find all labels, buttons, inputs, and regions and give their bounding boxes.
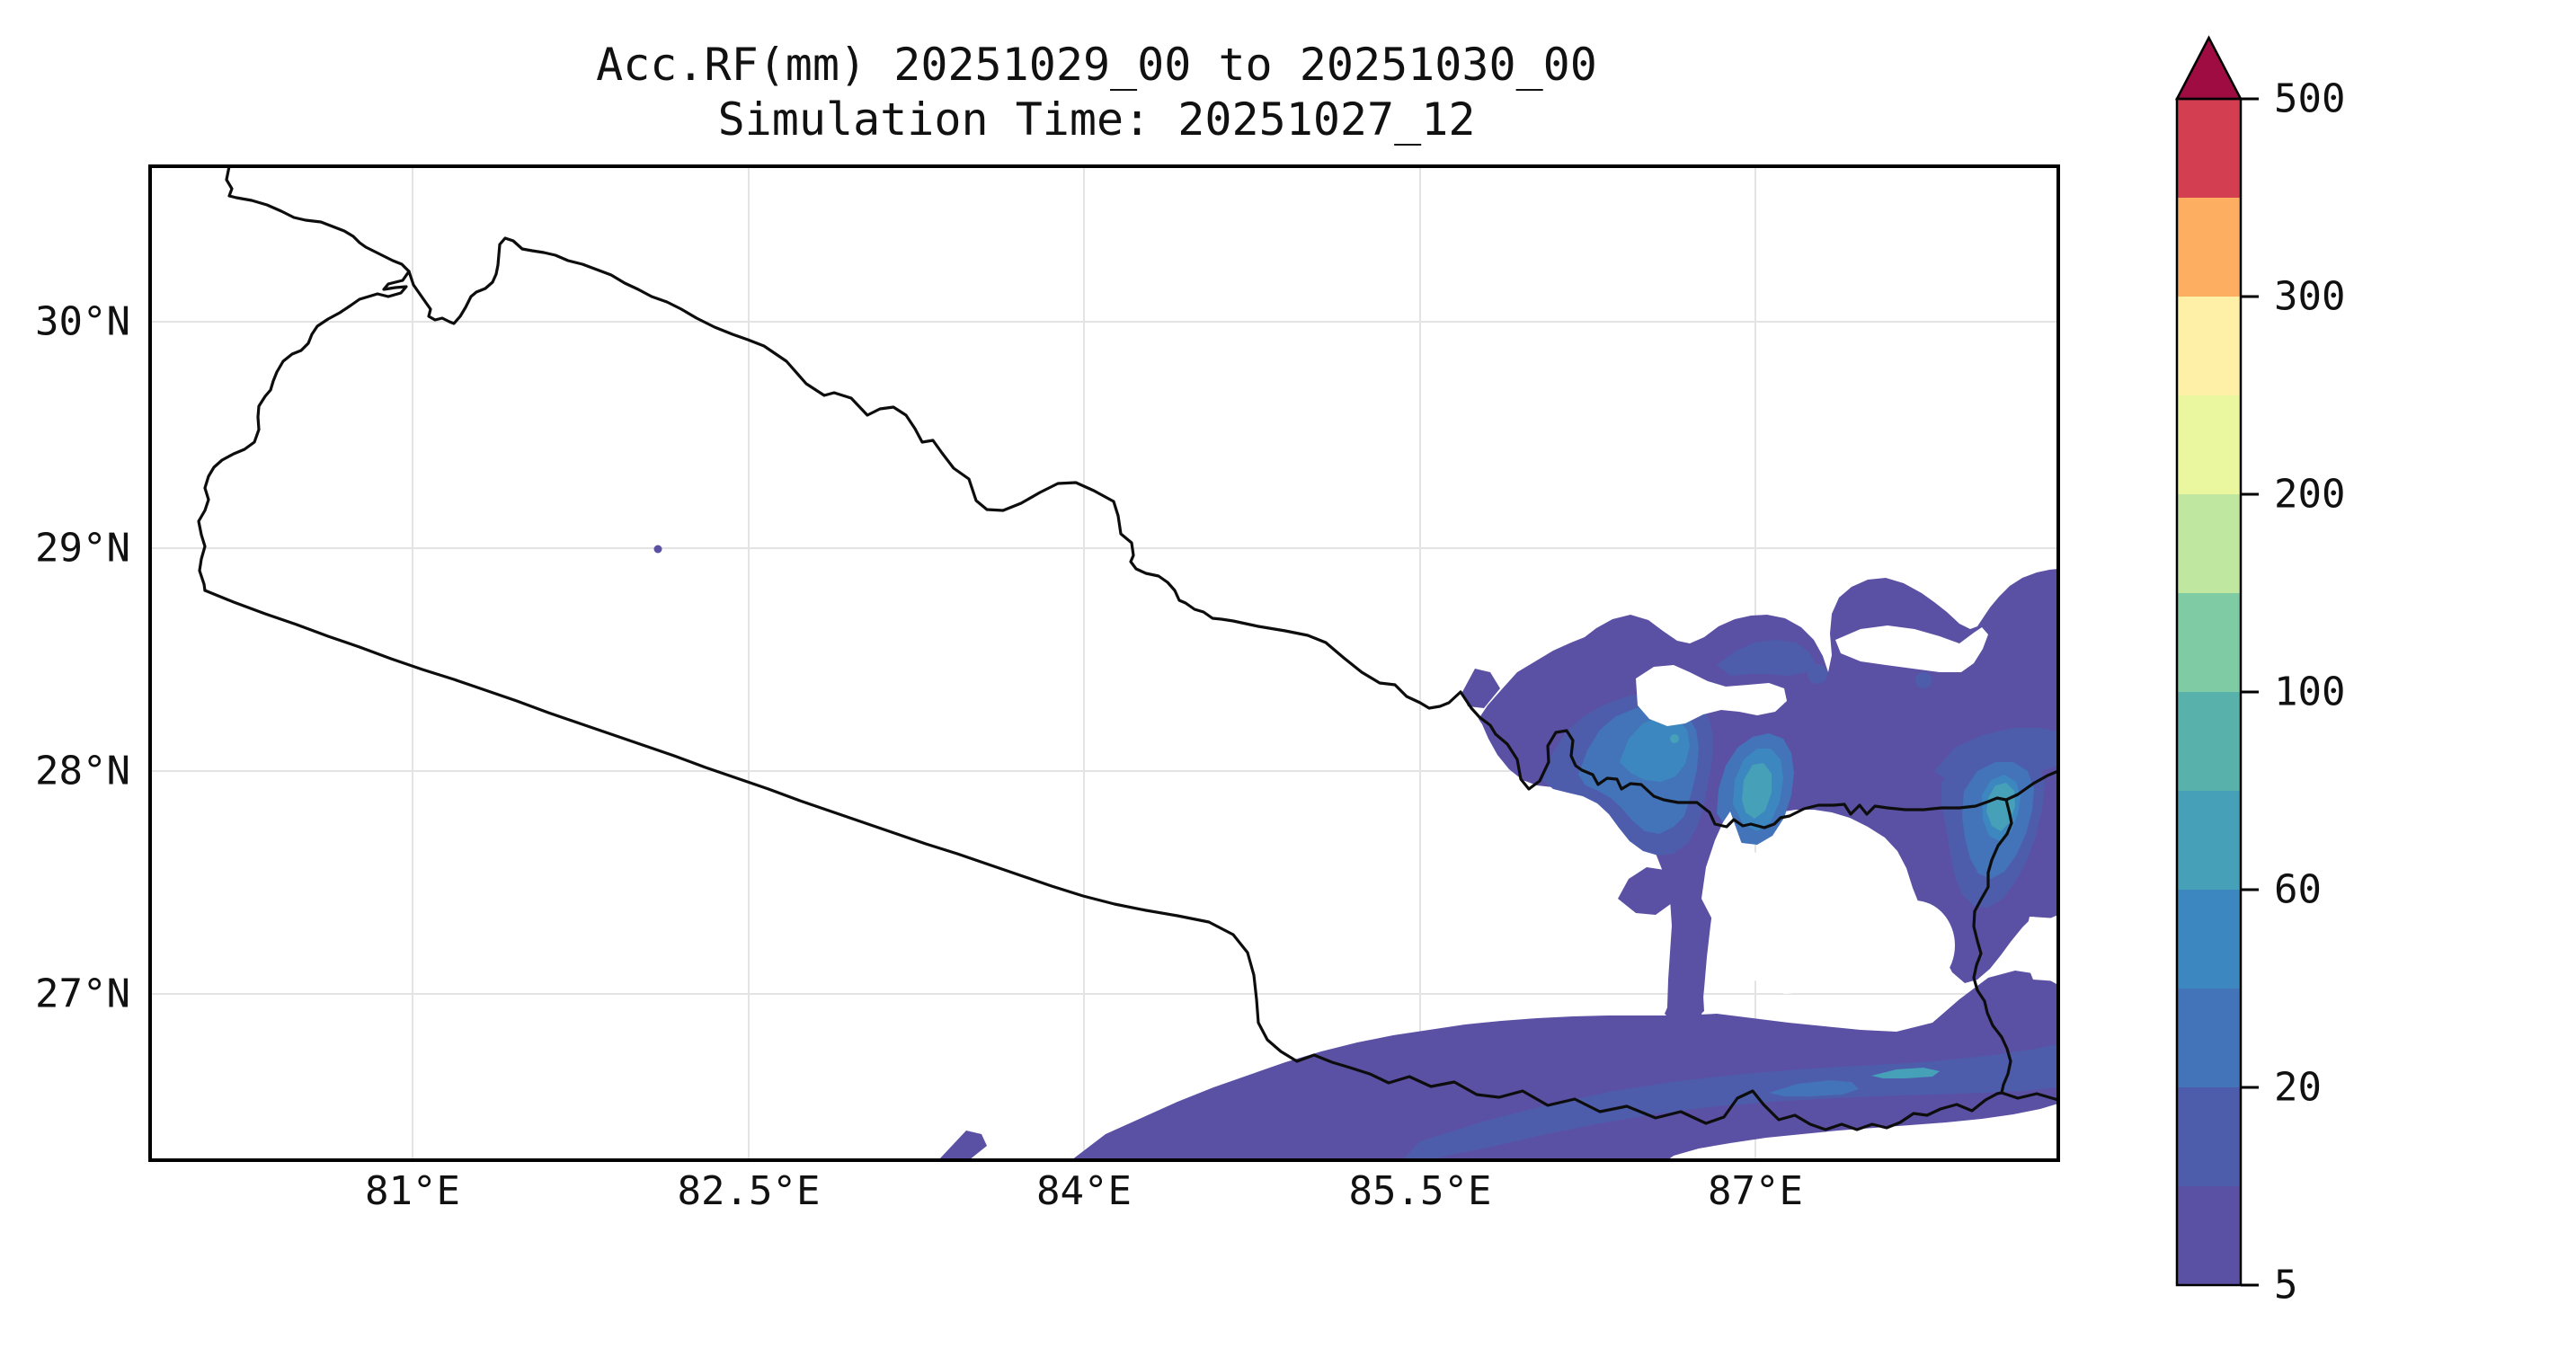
colorbar-cell-5-10: [2177, 1186, 2241, 1285]
precip-teal-east: [1986, 783, 2015, 831]
x-tick-85-5e: 85.5°E: [1349, 1168, 1492, 1214]
border-nepal-north: [407, 236, 2008, 829]
precip-island-2: [1665, 987, 1704, 1023]
precip-teal-band-streak: [1871, 1068, 1940, 1078]
y-tick-29n: 29°N: [35, 526, 130, 572]
colorbar-cell-40-60: [2177, 890, 2241, 989]
y-tick-27n: 27°N: [35, 971, 130, 1017]
map-plot: 30°N 29°N 28°N 27°N 81°E 82.5°E 84°E 85.…: [35, 164, 2060, 1214]
precip-teal-dot: [1670, 734, 1679, 743]
precip-indigo-speck-2: [1915, 672, 1932, 688]
border-nepal-east: [1972, 798, 2013, 1095]
y-axis-labels: 30°N 29°N 28°N 27°N: [35, 299, 130, 1017]
colorbar-labels: 500 300 200 100 60 20 5: [2274, 76, 2345, 1308]
colorbar-cell-300-400: [2177, 198, 2241, 297]
map-frame: [148, 164, 2060, 1162]
precip-blob-kite: [1462, 669, 1500, 708]
precip-brightblue-hand: [1620, 716, 1690, 782]
colorbar-label-200: 200: [2274, 472, 2345, 518]
border-china-india-east: [2004, 769, 2058, 802]
precip-gap-2: [1701, 811, 1862, 994]
colorbar-label-100: 100: [2274, 670, 2345, 715]
precip-speck-west: [653, 545, 662, 554]
precip-teal-87e: [1742, 763, 1772, 819]
x-tick-81e: 81°E: [365, 1168, 460, 1214]
border-nepal-west: [197, 270, 411, 592]
border-nepal-south: [203, 589, 2058, 1131]
colorbar-label-5: 5: [2274, 1263, 2298, 1308]
map-borders: [197, 166, 2058, 1131]
colorbar: 500 300 200 100 60 20 5: [2174, 35, 2345, 1308]
colorbar-ticks: [2241, 97, 2259, 1287]
colorbar-cell-20-40: [2177, 989, 2241, 1087]
precip-indigo-speck-1: [1808, 664, 1827, 684]
colorbar-label-500: 500: [2274, 76, 2345, 122]
colorbar-cell-80-100: [2177, 692, 2241, 791]
x-tick-84e: 84°E: [1036, 1168, 1132, 1214]
colorbar-cell-400-500: [2177, 99, 2241, 198]
precip-gap-5: [1835, 625, 1988, 672]
colorbar-label-60: 60: [2274, 867, 2322, 913]
colorbar-extend-arrow: [2174, 35, 2243, 101]
colorbar-label-20: 20: [2274, 1065, 2322, 1111]
colorbar-cells: [2177, 99, 2241, 1285]
title-line-1: Acc.RF(mm) 20251029_00 to 20251030_00: [596, 39, 1597, 91]
colorbar-cell-250-300: [2177, 297, 2241, 395]
colorbar-cell-200-250: [2177, 395, 2241, 494]
x-axis-labels: 81°E 82.5°E 84°E 85.5°E 87°E: [365, 1168, 1803, 1214]
colorbar-cell-100-150: [2177, 593, 2241, 692]
y-tick-30n: 30°N: [35, 299, 130, 345]
x-tick-87e: 87°E: [1708, 1168, 1803, 1214]
plot-title: Acc.RF(mm) 20251029_00 to 20251030_00 Si…: [596, 39, 1597, 146]
precip-gap-1: [1636, 665, 1787, 726]
title-line-2: Simulation Time: 20251027_12: [718, 93, 1476, 146]
colorbar-label-300: 300: [2274, 274, 2345, 320]
y-tick-28n: 28°N: [35, 749, 130, 794]
precip-blue-band-streak: [1769, 1080, 1859, 1096]
precip-field: [653, 545, 2058, 1160]
colorbar-cell-150-200: [2177, 494, 2241, 593]
precip-south-band: [1071, 971, 2058, 1160]
precip-gap-3: [1874, 900, 1955, 990]
colorbar-cell-10-20: [2177, 1087, 2241, 1186]
precip-gap-4: [2021, 917, 2058, 981]
border-india-china-northwest: [225, 166, 411, 273]
precip-indigo-arm: [1717, 640, 1816, 676]
colorbar-cell-60-80: [2177, 791, 2241, 890]
precip-island-1: [1618, 867, 1675, 915]
x-tick-82-5e: 82.5°E: [678, 1168, 821, 1214]
precip-streak-84e: [938, 1131, 987, 1160]
